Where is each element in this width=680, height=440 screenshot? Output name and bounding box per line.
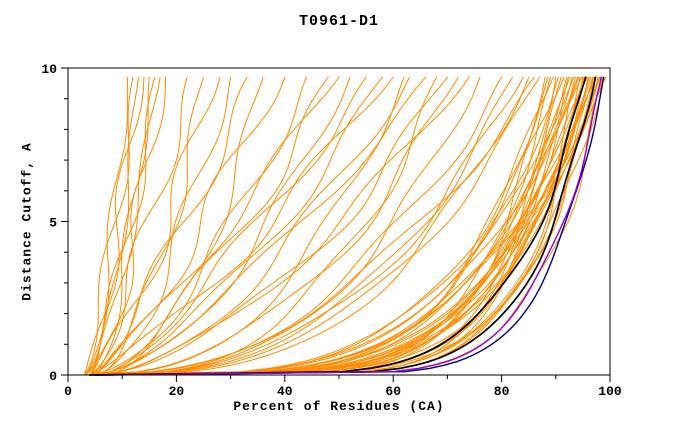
svg-text:5: 5 [49,216,57,231]
svg-text:10: 10 [41,62,57,77]
svg-text:40: 40 [277,384,293,399]
svg-text:0: 0 [64,384,72,399]
svg-text:80: 80 [494,384,510,399]
x-axis-label: Percent of Residues (CA) [233,399,445,414]
chart-title: T0961-D1 [298,13,379,30]
svg-text:100: 100 [598,384,622,399]
svg-text:60: 60 [385,384,401,399]
svg-text:20: 20 [169,384,185,399]
svg-text:0: 0 [49,369,57,384]
